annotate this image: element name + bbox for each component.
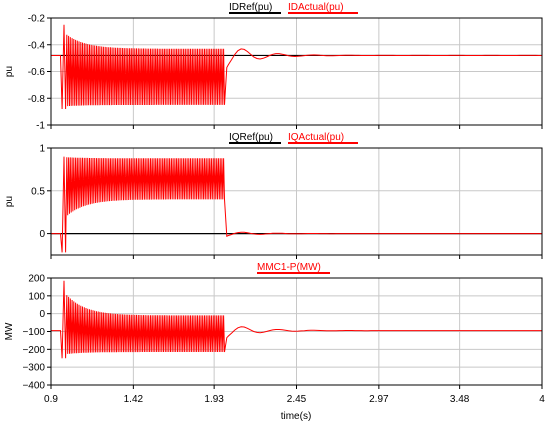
chart-panel-1: -0.2 -0.4 -0.6 -0.8 -1 pu IDRef(pu) IDActual(pu… (4, 2, 543, 132)
y-tick-label: −300 (22, 363, 45, 374)
y-tick-label: -0.4 (28, 40, 46, 51)
y-tick-label: −200 (22, 345, 45, 356)
y-tick-label: −100 (22, 327, 45, 338)
y-tick-label: 100 (28, 291, 45, 302)
x-tick-label: 0.9 (44, 394, 58, 405)
plot-frame (50, 17, 543, 126)
y-axis-label: pu (4, 196, 15, 207)
y-tick-label: 0.5 (31, 186, 45, 197)
y-tick-label: -0.6 (28, 67, 46, 78)
chart-panel-3: 200 100 0 −100 −200 −300 −400 0.9 1.42 1.93 2.45 2.… (4, 262, 545, 405)
x-tick-label: 1.93 (204, 394, 224, 405)
legend-label: MMC1-P(MW) (257, 262, 321, 273)
y-axis-label: pu (4, 66, 15, 77)
legend-label: IQRef(pu) (229, 132, 273, 143)
series-line (51, 156, 542, 253)
x-tick-label: 4 (539, 394, 545, 405)
x-tick-label: 2.45 (287, 394, 307, 405)
legend-label: IDRef(pu) (229, 2, 272, 13)
series-line (51, 24, 542, 110)
series-line (51, 280, 542, 359)
chart-panel-2: 1 0.5 0 pu IQRef(pu) IQActual(pu) (4, 132, 543, 259)
chart-panels: -0.2 -0.4 -0.6 -0.8 -1 pu IDRef(pu) IDActual(pu… (4, 2, 545, 405)
plot-frame (50, 147, 543, 256)
y-tick-label: -0.2 (28, 14, 46, 25)
plot-frame (50, 277, 543, 386)
y-tick-label: 0 (39, 229, 45, 240)
x-tick-label: 2.97 (369, 394, 389, 405)
legend-label: IDActual(pu) (288, 2, 344, 13)
x-axis-label: time(s) (281, 411, 312, 422)
legend-label: IQActual(pu) (288, 132, 344, 143)
y-tick-label: 200 (28, 274, 45, 285)
y-tick-label: −400 (22, 381, 45, 392)
y-tick-label: 1 (39, 144, 45, 155)
y-axis-label: MW (4, 322, 15, 340)
x-tick-label: 3.48 (450, 394, 470, 405)
y-tick-label: -1 (36, 121, 45, 132)
y-tick-label: -0.8 (28, 94, 46, 105)
x-tick-label: 1.42 (124, 394, 144, 405)
y-tick-label: 0 (39, 309, 45, 320)
